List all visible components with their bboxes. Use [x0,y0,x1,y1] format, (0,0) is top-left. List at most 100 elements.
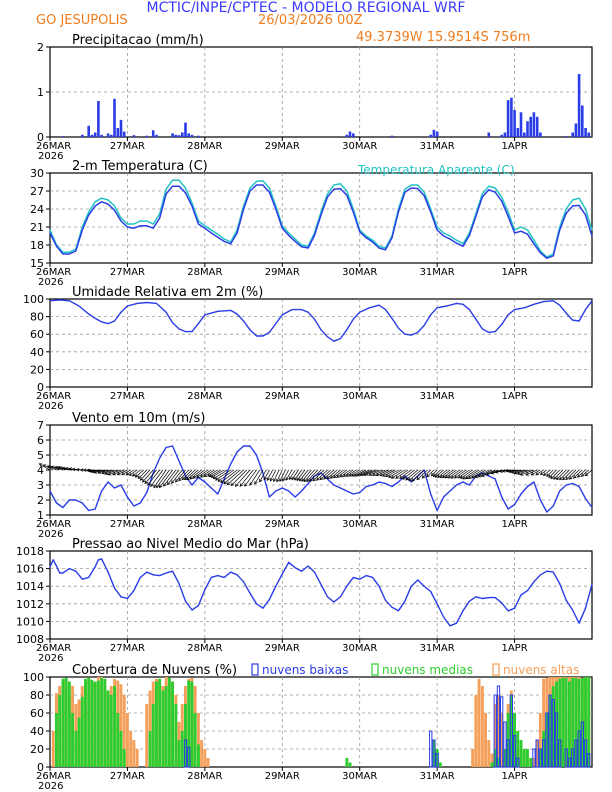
cloud-bar-high [500,713,504,767]
wind-vector-head [339,474,344,478]
wind-vector [405,469,419,481]
pressure-line-point [455,622,458,624]
wind-speed-line-point [397,481,399,483]
wind-speed-line-point [359,491,361,494]
temp-line-point [565,212,567,214]
wind-vector [200,469,212,478]
x-tick-label: 27MAR [110,519,145,530]
x-tick-label: 30MAR [342,771,377,782]
pressure-line-point [507,610,509,612]
x-tick-label: 27MAR [110,771,145,782]
cloud-bar-mid [87,677,91,767]
apparent-temp-line-point [113,205,116,207]
temp-line-point [184,192,187,194]
wind-speed-line-point [243,445,245,447]
humidity-line-point [565,312,567,314]
humidity-line-point [94,317,96,319]
temp-line-point [539,252,542,254]
y-tick-label: 60 [30,707,44,720]
cloud-bar-low [429,730,433,768]
pressure-line-point [481,597,483,600]
humidity-line-point [120,311,122,313]
humidity-line-point [307,311,309,313]
wind-vector-head [494,470,499,474]
wind-vector [121,469,131,476]
cloud-bar-mid [542,731,546,767]
wind-vector [330,469,341,479]
wind-vector-head [156,484,160,489]
y-tick-label: 20 [30,743,44,756]
x-tick-label: 31MAR [420,643,455,654]
x-tick-label: 1APR [501,519,527,530]
cloud-bar-mid [538,749,542,767]
pressure-line-point [501,602,503,604]
apparent-temp-line-point [578,197,580,199]
wind-speed-line-point [365,485,367,488]
cloud-bar-low [503,721,507,768]
humidity-line-point [578,320,580,322]
wind-vector-head [101,471,105,475]
cloud-bar-low [545,712,549,768]
temp-line-point [281,227,283,229]
pressure-line-point [423,585,425,587]
cloud-bar-mid [571,677,575,767]
wind-vector-head [128,472,133,476]
wind-vector [89,469,102,472]
pressure-line-point [591,583,593,586]
humidity-line-point [136,302,138,304]
pressure-line-point [307,565,309,567]
wind-vector-head [64,466,69,471]
humidity-line-point [275,323,277,325]
precip-bar [100,134,103,138]
precip-bar [587,132,591,137]
y-tick-label: 1 [37,509,44,522]
apparent-temp-line-point [217,233,219,235]
pressure-line-point [275,585,277,587]
wind-vector-head [411,478,415,482]
temp-line-point [417,188,419,190]
precip-bar [539,132,542,137]
wind-vector [211,469,225,478]
humidity-line-point [543,301,545,303]
x-tick-label: 26MAR [36,141,71,152]
precip-bar [155,134,158,138]
plot-frame [49,550,593,640]
pressure-line-point [520,594,522,596]
x-tick-label: 30MAR [342,141,377,152]
wind-vector [150,469,164,487]
legend-label: nuvens medias [382,663,473,677]
x-tick-label: 29MAR [265,391,300,402]
wind-vector-head [546,473,550,477]
temp-line-point [333,188,335,190]
cloud-bar-low [432,739,436,768]
precip-bar [564,136,568,137]
cloud-bar-low [500,696,504,768]
humidity-line-point [572,319,574,321]
x-tick-label: 31MAR [420,771,455,782]
wind-vector-head [501,469,506,473]
wind-speed-line-point [159,457,161,459]
wind-vector-head [132,473,136,477]
precip-bar [435,131,439,137]
wind-vector [517,469,531,475]
y-tick-label: 20 [30,363,44,376]
wind-speed-line-point [488,475,490,477]
apparent-temp-line-point [288,232,290,234]
panel-title: Precipitacao (mm/h) [72,33,204,48]
wind-vector-head [239,483,243,487]
cloud-bar-mid [584,677,587,767]
wind-vector [163,469,177,487]
y-tick-label: 1 [37,86,44,99]
wind-speed-line-point [146,491,148,494]
wind-vector-head [539,471,544,476]
wind-vector [451,469,464,479]
apparent-temp-line-point [120,217,122,219]
cloud-bar-high [119,684,123,767]
pressure-line-point [584,607,587,609]
cloud-bar-mid [96,680,100,767]
wind-vector-head [299,477,303,482]
cloud-bar-mid [158,678,162,767]
wind-vector [471,469,486,479]
y-tick-label: 1012 [16,598,44,611]
